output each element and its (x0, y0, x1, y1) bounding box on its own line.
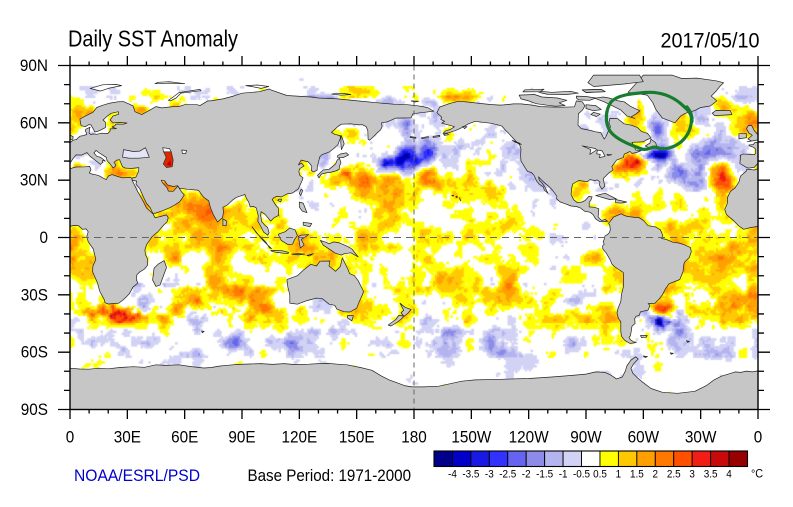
svg-text:3: 3 (689, 469, 695, 481)
svg-text:60S: 60S (21, 343, 48, 362)
svg-text:30N: 30N (20, 171, 48, 190)
svg-text:-2.5: -2.5 (499, 469, 516, 481)
svg-text:-4: -4 (448, 469, 457, 481)
svg-text:0: 0 (40, 228, 49, 247)
svg-text:0.5: 0.5 (593, 469, 607, 481)
svg-text:90N: 90N (20, 56, 48, 75)
svg-text:0: 0 (66, 428, 75, 447)
svg-text:120E: 120E (281, 428, 317, 447)
svg-text:90E: 90E (228, 428, 255, 447)
svg-text:-1.5: -1.5 (536, 469, 553, 481)
svg-text:0: 0 (754, 428, 763, 447)
svg-text:°C: °C (751, 467, 763, 481)
svg-text:60E: 60E (171, 428, 198, 447)
svg-text:120W: 120W (509, 428, 549, 447)
svg-text:90S: 90S (21, 400, 48, 419)
svg-text:2017/05/10: 2017/05/10 (661, 29, 760, 52)
svg-text:30S: 30S (21, 285, 48, 304)
svg-text:60N: 60N (20, 113, 48, 132)
svg-text:-1: -1 (559, 469, 568, 481)
svg-text:60W: 60W (628, 428, 660, 447)
svg-text:1.5: 1.5 (630, 469, 644, 481)
svg-text:-3.5: -3.5 (462, 469, 479, 481)
svg-text:90W: 90W (570, 428, 602, 447)
svg-text:30W: 30W (685, 428, 717, 447)
svg-text:NOAA/ESRL/PSD: NOAA/ESRL/PSD (74, 466, 200, 485)
svg-text:150E: 150E (339, 428, 375, 447)
svg-text:4: 4 (726, 469, 732, 481)
svg-text:-3: -3 (485, 469, 494, 481)
svg-text:150W: 150W (451, 428, 491, 447)
svg-text:30E: 30E (114, 428, 141, 447)
svg-text:-0.5: -0.5 (573, 469, 590, 481)
svg-text:Base Period: 1971-2000: Base Period: 1971-2000 (248, 466, 412, 485)
svg-text:2: 2 (653, 469, 659, 481)
svg-text:3.5: 3.5 (704, 469, 718, 481)
svg-text:Daily SST Anomaly: Daily SST Anomaly (68, 26, 238, 52)
svg-text:180: 180 (401, 428, 427, 447)
svg-text:2.5: 2.5 (667, 469, 681, 481)
svg-text:1: 1 (616, 469, 622, 481)
svg-text:-2: -2 (522, 469, 531, 481)
